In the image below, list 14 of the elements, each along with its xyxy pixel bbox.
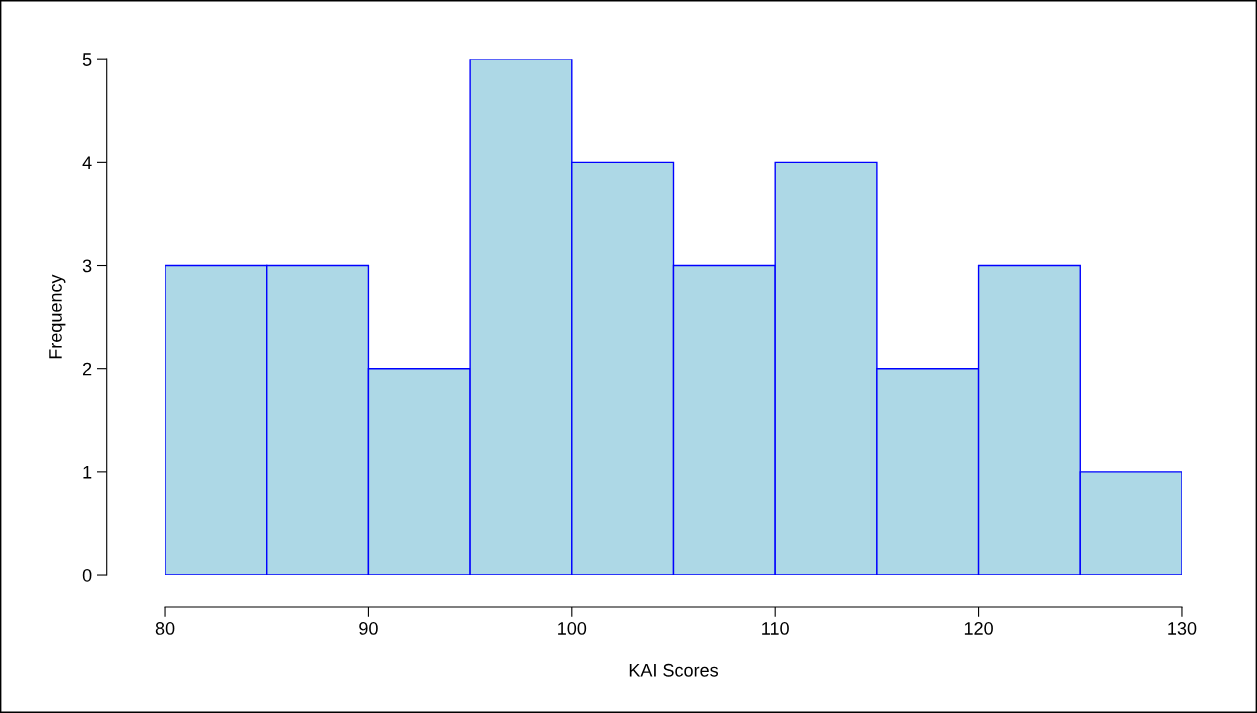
y-axis-title: Frequency <box>49 274 66 359</box>
x-axis-title: KAI Scores <box>629 663 719 677</box>
y-tick-label: 0 <box>82 568 92 582</box>
y-tick-label: 1 <box>83 465 92 479</box>
x-tick-label: 80 <box>155 622 175 635</box>
y-tick-label: 5 <box>82 53 92 66</box>
x-tick-label: 90 <box>359 622 378 635</box>
x-tick-label: 100 <box>558 622 587 635</box>
y-tick-label: 3 <box>82 259 92 273</box>
x-tick-label: 120 <box>964 622 993 635</box>
y-tick-label: 4 <box>82 156 92 169</box>
x-tick-label: 130 <box>1168 622 1197 635</box>
y-tick-label: 2 <box>83 362 92 376</box>
x-tick-label: 110 <box>762 622 789 635</box>
